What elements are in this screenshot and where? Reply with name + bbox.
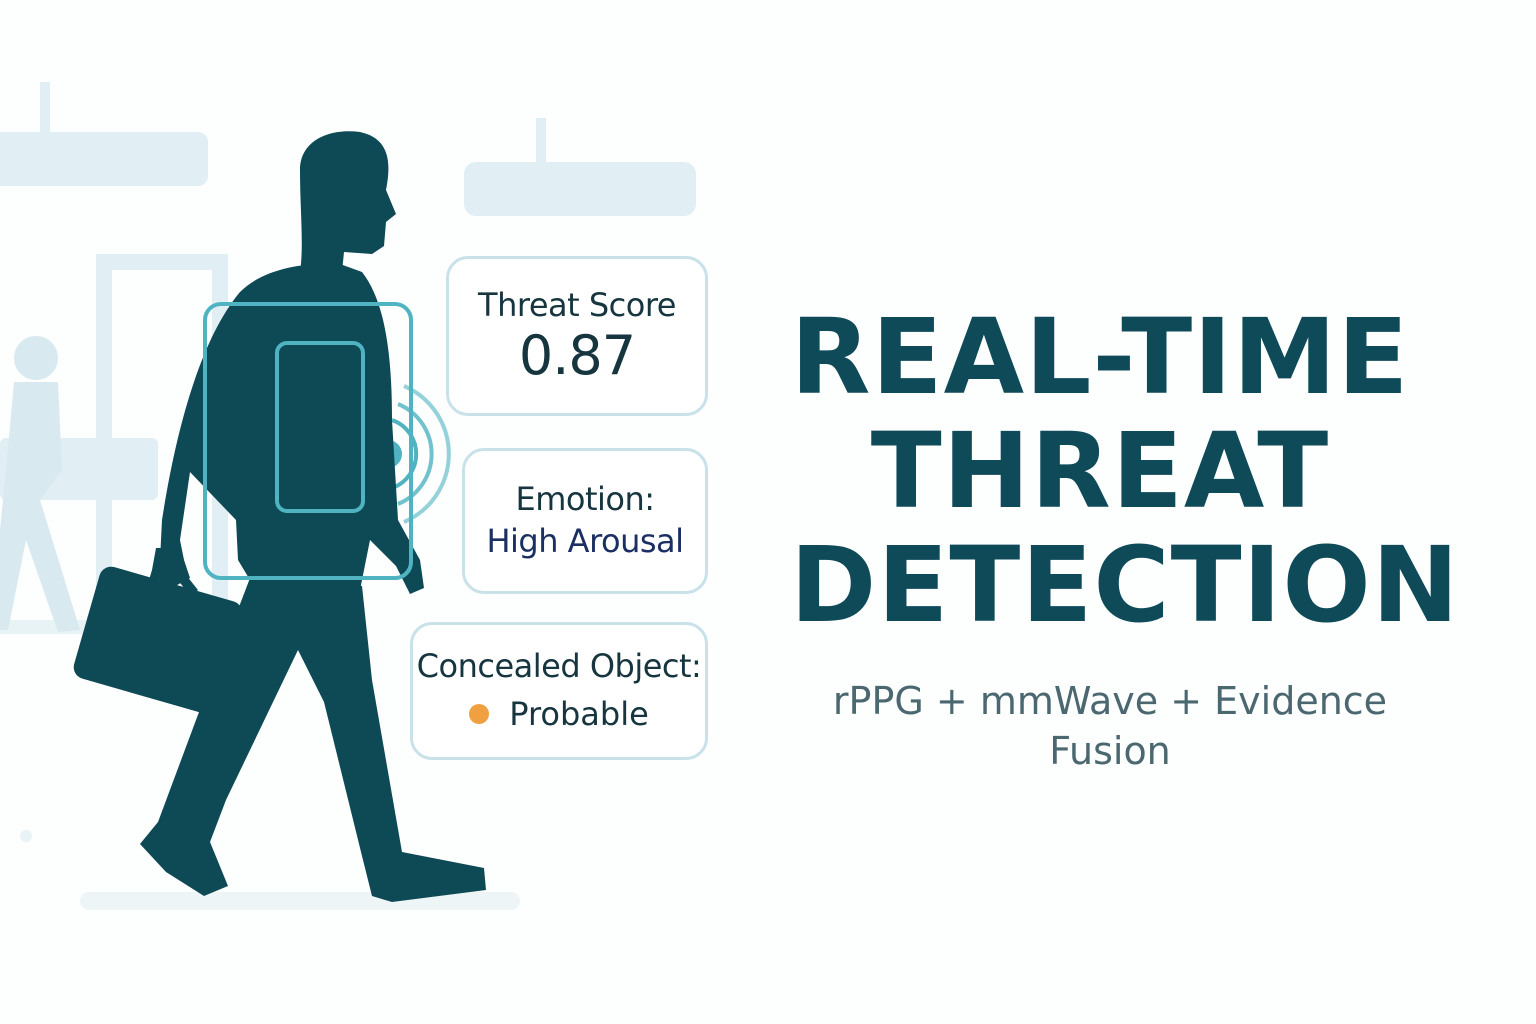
headline-line-3: DETECTION [790,524,1460,646]
status-dot-icon [469,704,490,724]
headline: REAL-TIME THREAT DETECTION [790,296,1460,646]
briefcase [73,566,243,714]
concealed-object-label: Concealed Object: [416,647,702,685]
body-scan-overlay [203,302,413,580]
emotion-label: Emotion: [515,480,655,518]
ceiling-sign-left [0,132,208,186]
emotion-card: Emotion: High Arousal [462,448,708,594]
emotion-value: High Arousal [486,522,684,560]
torso-scan-box [203,302,413,580]
head [300,131,396,272]
floor-shadow [80,892,520,910]
headline-line-1: REAL-TIME [790,296,1410,418]
threat-score-label: Threat Score [478,286,676,324]
background-person [0,336,80,632]
torso [160,263,424,594]
ceiling-rod-left [40,82,50,142]
walking-man-silhouette [73,131,486,902]
concealed-object-status: Probable [469,692,649,736]
concealed-object-card: Concealed Object: Probable [410,622,708,760]
headline-line-2: THREAT [870,410,1330,532]
ceiling-sign-right [464,162,696,216]
ceiling-rod-right [536,118,546,168]
floor-dot [20,830,32,842]
concealed-object-box [275,341,365,513]
hand [152,548,190,590]
threat-score-card: Threat Score 0.87 [446,256,708,416]
threat-score-value: 0.87 [518,324,636,387]
walking-person-illustration [0,82,696,910]
concealed-object-value: Probable [509,695,649,733]
subtitle: rPPG + mmWave + Evidence Fusion [832,679,1388,773]
